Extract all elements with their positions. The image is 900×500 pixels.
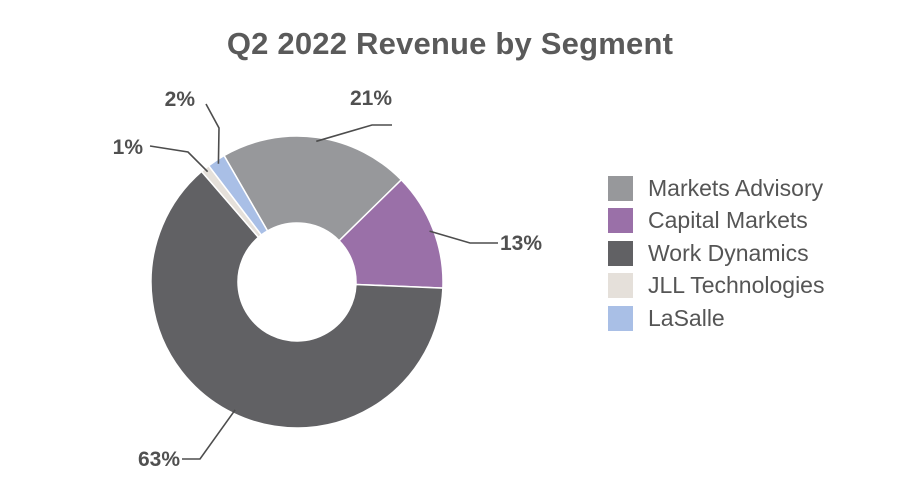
leader-line	[149, 145, 209, 173]
legend-swatch	[608, 240, 633, 266]
slice-work-dynamics	[150, 170, 444, 429]
slice-labels: 21% 13% 63% 1% 2%	[113, 87, 543, 471]
leader-line	[182, 409, 236, 460]
legend-label: Markets Advisory	[648, 174, 824, 201]
data-label: 1%	[113, 136, 144, 159]
donut-slices	[150, 135, 444, 429]
slice-markets-advisory	[222, 135, 403, 242]
legend-label: Work Dynamics	[648, 239, 809, 266]
legend-item: Capital Markets	[608, 205, 824, 238]
legend-swatch	[608, 305, 633, 331]
legend-item: Work Dynamics	[608, 237, 824, 270]
data-label: 13%	[500, 232, 542, 255]
legend: Markets Advisory Capital Markets Work Dyna…	[608, 172, 824, 335]
legend-swatch	[608, 273, 633, 299]
chart-title: Q2 2022 Revenue by Segment	[226, 26, 674, 61]
leader-line	[205, 103, 220, 164]
legend-label: JLL Technologies	[648, 272, 825, 299]
data-label: 2%	[165, 88, 196, 111]
slice-lasalle	[207, 154, 269, 237]
leader-line	[316, 124, 392, 143]
data-label: 21%	[350, 87, 392, 110]
legend-label: Capital Markets	[648, 207, 808, 234]
legend-item: LaSalle	[608, 302, 824, 335]
legend-label: LaSalle	[648, 304, 725, 331]
legend-item: Markets Advisory	[608, 172, 824, 205]
label-leader-lines	[149, 103, 498, 460]
data-label: 63%	[138, 448, 180, 471]
leader-line	[429, 230, 498, 244]
legend-item: JLL Technologies	[608, 270, 824, 303]
legend-swatch	[608, 175, 633, 201]
legend-swatch	[608, 208, 633, 234]
